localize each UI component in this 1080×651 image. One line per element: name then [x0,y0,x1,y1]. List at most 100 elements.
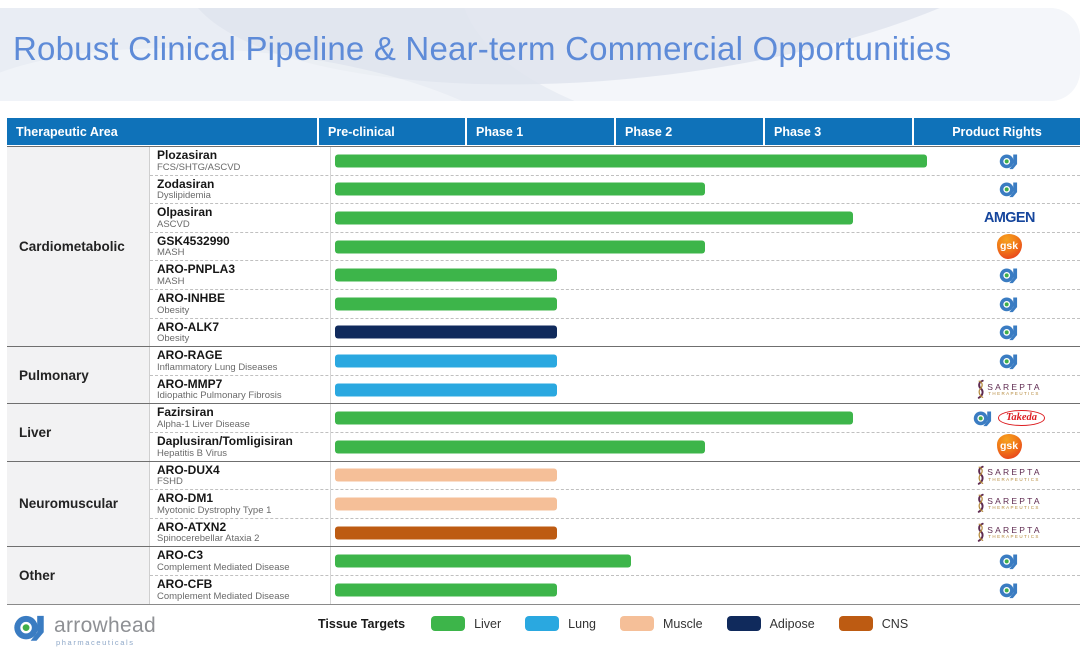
legend-item-label: Muscle [662,616,703,631]
product-rights-cell [926,347,1080,375]
sarepta-swirl-icon [978,465,984,485]
therapeutic-area-label: Pulmonary [7,347,150,404]
legend-items: Liver Lung Muscle Adipose CNS [431,616,908,631]
arrowhead-icon [973,411,992,427]
therapeutic-area-group: Cardiometabolic Plozasiran FCS/SHTG/ASCVD Z… [7,146,1080,347]
pipeline-row: ARO-PNPLA3 MASH [150,260,1080,289]
phase-track [330,232,1080,261]
phase-bar [335,526,557,540]
pipeline-table: Therapeutic Area Pre-clinical Phase 1 Ph… [7,118,1080,605]
table-body: Cardiometabolic Plozasiran FCS/SHTG/ASCVD Z… [7,146,1080,605]
program-name: GSK4532990 [157,233,230,248]
program-cell: ARO-ALK7 Obesity [157,320,329,345]
arrowhead-logo [999,322,1019,342]
product-rights-cell [926,319,1080,347]
header-phase-1: Phase 1 [467,118,614,145]
legend-item: Adipose [726,616,815,631]
program-cell: Daplusiran/Tomligisiran Hepatitis B Virus [157,435,329,459]
sarepta-swirl-icon [978,522,984,542]
phase-track [330,490,1080,518]
phase-bar [335,468,557,482]
program-name: ARO-MMP7 [157,376,223,391]
phase-bar [335,583,557,597]
arrowhead-icon [999,297,1018,312]
arrowhead-footer-logo: arrowhead pharmaceuticals [13,610,156,649]
phase-bar [335,554,631,568]
arrowhead-logo [999,265,1019,285]
program-cell: Fazirsiran Alpha-1 Liver Disease [157,406,329,430]
takeda-logo: Takeda [997,410,1046,426]
arrowhead-icon [999,182,1018,198]
therapeutic-area-group: Pulmonary ARO-RAGE Inflammatory Lung Disea… [7,346,1080,404]
arrowhead-logo [999,351,1019,371]
program-name: Plozasiran [157,148,218,162]
program-name: Daplusiran/Tomligisiran [157,433,293,448]
program-name: ARO-DM1 [157,491,213,506]
header-product-rights: Product Rights [914,118,1080,145]
product-rights-cell [926,290,1080,318]
amgen-logo: AMGEN [983,209,1035,227]
phase-track [330,461,1080,490]
arrowhead-icon [999,554,1018,570]
program-cell: ARO-C3 Complement Mediated Disease [157,549,329,573]
phase-bar [335,383,557,397]
legend-swatch [726,616,761,631]
phase-track [330,432,1080,461]
product-rights-cell [926,547,1080,575]
legend-swatch [431,616,466,631]
arrowhead-logo [999,294,1019,314]
table-header: Therapeutic Area Pre-clinical Phase 1 Ph… [7,118,1080,145]
pipeline-row: Zodasiran Dyslipidemia [150,174,1080,204]
program-indication: Hepatitis B Virus [157,447,228,459]
legend-label: Tissue Targets [318,616,406,631]
header-phase-2: Phase 2 [616,118,763,145]
footer-brand-sub: pharmaceuticals [56,638,135,647]
pipeline-row: ARO-DM1 Myotonic Dystrophy Type 1 SAREPTA T… [150,489,1080,518]
program-name: Fazirsiran [157,405,214,420]
product-rights-cell: Takeda [926,404,1080,432]
therapeutic-area-label: Other [7,547,150,604]
tissue-legend: Tissue Targets Liver Lung Muscle Adipose CNS [318,616,908,631]
phase-bar [335,325,557,339]
arrowhead-logo [973,408,993,428]
arrowhead-icon [999,268,1018,284]
program-indication: FCS/SHTG/ASCVD [157,161,241,173]
product-rights-cell: SAREPTA THERAPEUTICS [926,462,1080,490]
phase-bar [335,240,705,254]
phase-track [330,375,1080,404]
header-phase-3: Phase 3 [765,118,912,145]
legend-item-label: Lung [568,616,596,631]
pipeline-row: ARO-RAGE Inflammatory Lung Diseases [150,347,1080,375]
arrowhead-logo [999,551,1019,571]
phase-track [330,404,1080,432]
therapeutic-area-label: Liver [7,404,150,461]
program-indication: Obesity [157,333,190,345]
arrowhead-logo [999,580,1019,600]
product-rights-cell: SAREPTA THERAPEUTICS [926,490,1080,518]
program-indication: Inflammatory Lung Diseases [157,361,278,373]
legend-item-label: Liver [474,616,502,631]
program-name: Zodasiran [157,176,215,191]
product-rights-cell: AMGEN [926,204,1080,232]
sarepta-swirl-icon [978,494,984,514]
product-rights-cell: SAREPTA THERAPEUTICS [926,519,1080,547]
gsk-logo: gsk [996,434,1022,460]
sarepta-logo: SAREPTA THERAPEUTICS [976,465,1041,486]
legend-swatch [838,616,873,631]
legend-item: Lung [525,616,596,631]
phase-bar [335,297,557,311]
therapeutic-area-group: Neuromuscular ARO-DUX4 FSHD SAREPTA THERAPEU… [7,460,1080,547]
sarepta-swirl-icon [978,379,984,399]
pipeline-row: ARO-INHBE Obesity [150,288,1080,318]
arrowhead-logo [999,151,1019,171]
phase-bar [335,268,557,282]
program-cell: Zodasiran Dyslipidemia [157,176,329,202]
pipeline-row: Daplusiran/Tomligisiran Hepatitis B Virus… [150,431,1080,461]
header-therapeutic-area: Therapeutic Area [7,118,317,145]
program-cell: ARO-ATXN2 Spinocerebellar Ataxia 2 [157,521,329,545]
program-indication: MASH [157,247,185,259]
phase-track [330,147,1080,175]
pipeline-row: ARO-DUX4 FSHD SAREPTA THERAPEUTICS [150,461,1080,490]
program-indication: Dyslipidemia [157,190,211,202]
legend-swatch [525,616,560,631]
